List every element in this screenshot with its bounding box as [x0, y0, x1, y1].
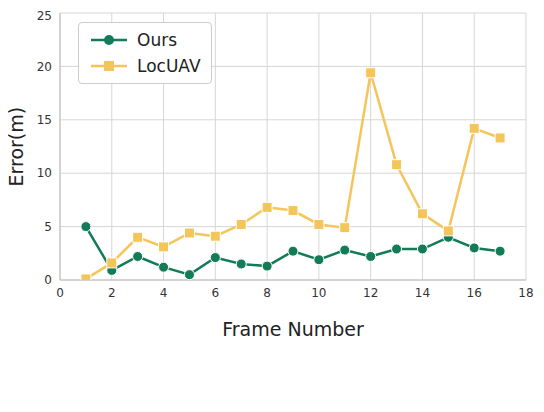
svg-text:12: 12 — [363, 286, 378, 300]
svg-text:20: 20 — [37, 60, 52, 74]
svg-text:10: 10 — [37, 166, 52, 180]
svg-text:15: 15 — [37, 113, 52, 127]
svg-text:10: 10 — [311, 286, 326, 300]
svg-text:0: 0 — [44, 273, 52, 287]
svg-text:Error(m): Error(m) — [8, 107, 27, 187]
svg-text:Frame Number: Frame Number — [222, 318, 364, 340]
svg-text:5: 5 — [44, 220, 52, 234]
svg-text:16: 16 — [467, 286, 482, 300]
html-text:Ours: Ours — [137, 30, 177, 50]
html-text:LocUAV: LocUAV — [137, 56, 201, 76]
svg-text:14: 14 — [415, 286, 430, 300]
svg-text:8: 8 — [263, 286, 271, 300]
svg-text:6: 6 — [212, 286, 220, 300]
svg-text:25: 25 — [37, 9, 52, 23]
svg-text:4: 4 — [160, 286, 168, 300]
svg-text:0: 0 — [56, 286, 64, 300]
svg-text:18: 18 — [518, 286, 533, 300]
svg-text:2: 2 — [108, 286, 116, 300]
